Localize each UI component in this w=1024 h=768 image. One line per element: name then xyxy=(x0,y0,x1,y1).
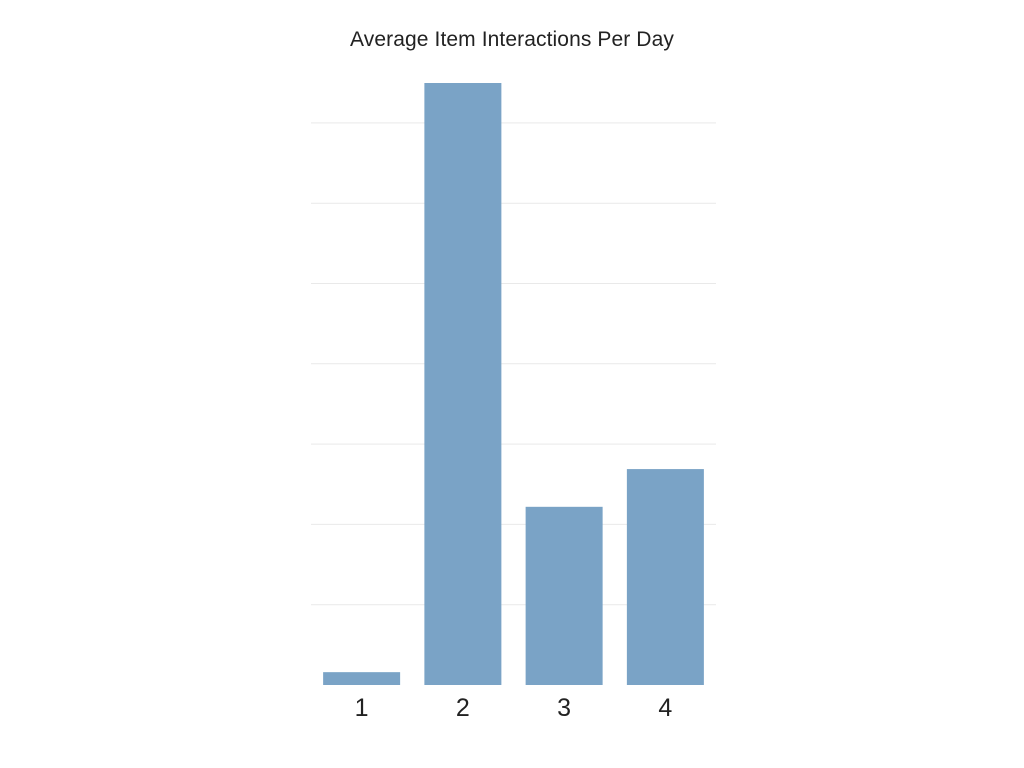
bar-2 xyxy=(424,83,502,685)
x-tick-label-4: 4 xyxy=(658,694,672,722)
bar-1 xyxy=(323,672,401,685)
bar-3 xyxy=(525,506,603,685)
x-tick-label-3: 3 xyxy=(557,694,571,722)
bars xyxy=(323,83,704,685)
x-tick-label-1: 1 xyxy=(355,694,369,722)
x-tick-label-2: 2 xyxy=(456,694,470,722)
x-tick-labels: 1 2 3 4 xyxy=(355,694,673,722)
chart-title: Average Item Interactions Per Day xyxy=(350,28,674,51)
bar-4 xyxy=(626,469,704,685)
